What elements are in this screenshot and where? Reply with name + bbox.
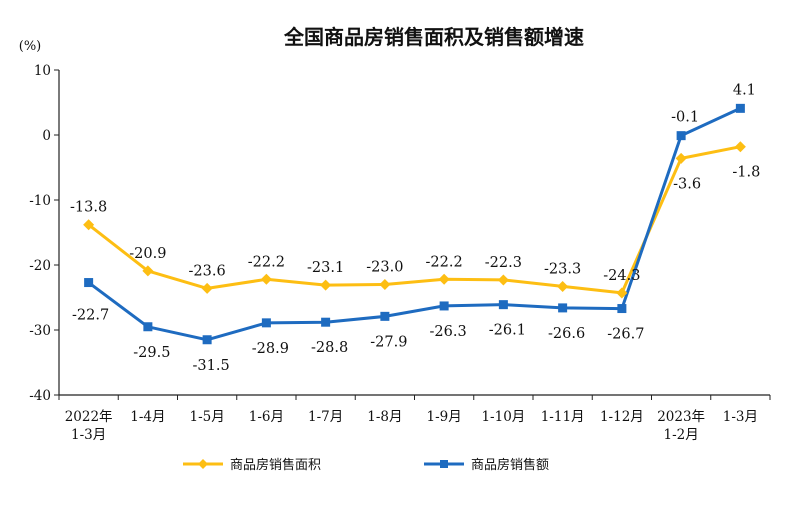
- series-1-data-label: -23.6: [189, 263, 226, 279]
- series-1-data-label: -13.8: [70, 200, 107, 216]
- y-tick-label: 0: [42, 128, 51, 144]
- series-1-point: [379, 279, 391, 290]
- series-line-2: [87, 106, 742, 342]
- x-tick-label: 1-8月: [367, 409, 402, 425]
- legend: 商品房销售面积 商品房销售额: [183, 457, 549, 473]
- y-tick-label: -40: [29, 388, 51, 404]
- series-2-point: [202, 335, 212, 345]
- series-1-data-label: -22.2: [248, 254, 285, 270]
- series-2-point: [321, 317, 331, 327]
- x-tick-label: 1-12月: [600, 409, 644, 425]
- series-1-point: [616, 287, 628, 299]
- series-1-point: [142, 265, 154, 277]
- series-markers: [83, 103, 746, 345]
- series-2-data-label: -0.1: [671, 110, 699, 126]
- legend-swatch-marker: [198, 459, 208, 469]
- series-lines: [87, 106, 742, 342]
- chart-title: 全国商品房销售面积及销售额增速: [283, 25, 584, 49]
- series-2-point: [380, 311, 390, 321]
- data-labels: -13.8 -20.9 -23.6 -22.2 -23.1 -23.0 -22.2 -22.3…: [70, 82, 760, 373]
- series-2-point: [676, 131, 686, 141]
- series-1-data-label: -22.2: [426, 254, 463, 270]
- series-2-data-label: -22.7: [72, 308, 109, 324]
- series-1-point: [320, 279, 332, 291]
- x-tick-label: 1-2月: [664, 427, 699, 443]
- series-1-point: [557, 280, 569, 292]
- series-2-point: [558, 303, 568, 313]
- series-1-data-label: -23.0: [366, 260, 403, 276]
- y-tick-label: -20: [29, 258, 51, 274]
- series-2-point: [439, 301, 449, 311]
- x-tick-label: 1-11月: [541, 409, 585, 425]
- series-1-point: [675, 152, 687, 164]
- series-1-point: [734, 141, 746, 153]
- x-tick-label: 1-9月: [427, 409, 462, 425]
- series-2-data-label: -26.6: [548, 326, 585, 342]
- legend-label: 商品房销售面积: [230, 457, 321, 473]
- x-tick-label: 1-4月: [130, 409, 165, 425]
- series-2-data-label: -27.9: [370, 334, 407, 350]
- series-2-point: [261, 318, 271, 328]
- series-2-point: [84, 278, 94, 288]
- series-1-data-label: -3.6: [673, 176, 701, 192]
- y-axis-unit-label: (%): [19, 39, 42, 54]
- series-2-point: [617, 304, 627, 314]
- series-2-data-label: -31.5: [193, 358, 230, 374]
- x-tick-label: 1-6月: [249, 409, 284, 425]
- series-1-data-label: -22.3: [485, 255, 522, 271]
- y-tick-label: -30: [29, 323, 51, 339]
- series-1-point: [438, 273, 450, 285]
- x-tick-label: 1-7月: [308, 409, 343, 425]
- series-2-data-label: -28.8: [311, 340, 348, 356]
- series-2-data-label: -28.9: [252, 341, 289, 357]
- x-tick-label: 1-10月: [481, 409, 525, 425]
- legend-label: 商品房销售额: [471, 457, 549, 473]
- series-1-data-label: -1.8: [732, 165, 760, 181]
- series-1-point: [260, 273, 272, 285]
- legend-swatch-marker: [440, 460, 448, 468]
- x-tick-label: 1-3月: [723, 409, 758, 425]
- x-tick-label: 1-5月: [190, 409, 225, 425]
- series-2-data-label: -26.3: [430, 324, 467, 340]
- series-2-data-label: -26.7: [607, 327, 644, 343]
- series-2-point: [498, 300, 508, 310]
- series-2-data-label: -26.1: [489, 323, 526, 339]
- series-1-point: [497, 274, 509, 286]
- x-axis-ticks: 2022年 1-3月 1-4月 1-5月 1-6月 1-7月 1-8月 1-9月 1-10月 1-…: [58, 395, 771, 443]
- series-2-point: [735, 103, 745, 113]
- series-2-point: [143, 322, 153, 332]
- y-tick-label: 10: [34, 63, 51, 79]
- y-tick-label: -10: [29, 193, 51, 209]
- series-1-data-label: -20.9: [129, 246, 166, 262]
- series-1-data-label: -24.3: [603, 268, 640, 284]
- x-tick-label: 2023年: [657, 409, 705, 425]
- series-2-data-label: -29.5: [133, 345, 170, 361]
- x-tick-label: 2022年: [65, 409, 113, 425]
- series-2-data-label: 4.1: [733, 82, 756, 98]
- series-1-data-label: -23.3: [544, 261, 581, 277]
- y-axis-ticks: 10 0 -10 -20 -30 -40: [29, 63, 59, 404]
- x-tick-label: 1-3月: [71, 427, 106, 443]
- series-1-data-label: -23.1: [307, 260, 344, 276]
- series-1-point: [83, 219, 95, 231]
- series-1-point: [201, 282, 213, 294]
- series-line-1: [87, 145, 741, 295]
